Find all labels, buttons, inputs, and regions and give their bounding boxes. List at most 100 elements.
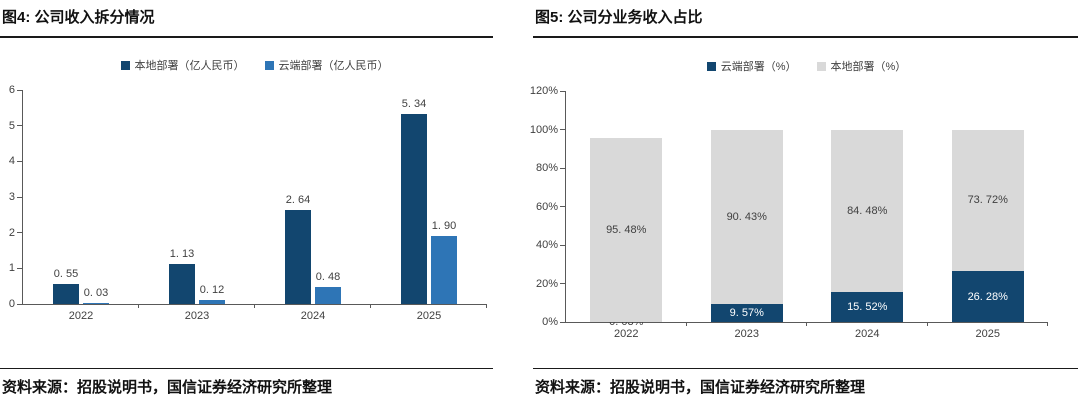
figure4-title-rule [0,36,493,38]
legend-swatch-icon [816,61,826,71]
bar-2022-series1 [83,302,109,304]
legend-label: 云端部署（亿人民币） [278,60,389,72]
y-axis-tick [17,89,22,91]
figure4-title: 图4: 公司收入拆分情况 [2,9,155,26]
x-axis-category-label: 2025 [416,310,442,322]
x-axis-tick [806,322,807,326]
figure5-title: 图5: 公司分业务收入占比 [535,9,703,26]
y-axis-tick-label: 0% [542,316,558,328]
segment-value-label: 26. 28% [967,290,1008,303]
figure5-panel: 图5: 公司分业务收入占比 云端部署（%） 本地部署（%） 0% 20% 40% 60%… [530,0,1080,407]
y-axis-tick-label: 80% [535,162,558,174]
x-axis-tick [926,322,928,326]
stacked-segment-2024-series0 [831,292,904,322]
legend-item-1: 本地部署（%） [816,58,907,74]
bar-2024-series1 [315,286,341,304]
y-axis-tick-label: 20% [535,277,558,290]
y-axis-tick [560,167,565,169]
stacked-segment-2024-series1 [831,129,904,293]
x-axis-tick [486,304,487,308]
segment-value-label: 9. 57% [729,306,764,319]
y-axis-tick [17,303,22,305]
x-axis-category-label: 2022 [68,310,94,322]
y-axis-tick [17,196,22,198]
figure4-legend: 本地部署（亿人民币） 云端部署（亿人民币） [22,58,487,72]
y-axis-tick-label: 1 [8,262,15,275]
bar-value-label: 0. 12 [199,283,225,296]
y-axis-tick [560,321,565,323]
x-axis-category-label: 2023 [734,328,759,340]
y-axis-tick [17,125,22,127]
bar-2025-series0 [401,113,427,304]
x-axis-category-label: 2022 [614,328,639,340]
y-axis-tick-label: 4 [8,155,15,168]
bar-2024-series0 [285,209,311,304]
y-axis-tick [560,206,565,207]
y-axis-tick [560,244,565,246]
segment-value-label: 90. 43% [726,210,767,223]
legend-label: 本地部署（亿人民币） [134,60,245,72]
figure4-panel: 图4: 公司收入拆分情况 本地部署（亿人民币） 云端部署（亿人民币） 0 1 2 3 4 5… [0,0,505,407]
y-axis-tick-label: 60% [535,200,558,213]
y-axis-tick-label: 40% [535,239,558,251]
x-axis-tick [138,304,139,308]
y-axis-tick-label: 120% [529,85,558,97]
figure5-source-note: 资料来源：招股说明书，国信证券经济研究所整理 [535,379,866,396]
x-axis-category-label: 2025 [975,328,1000,340]
y-axis-tick [560,283,565,284]
bar-value-label: 0. 03 [83,286,109,299]
y-axis-tick-label: 6 [8,84,15,96]
segment-value-label: 84. 48% [847,204,888,217]
stacked-segment-2025-series1 [951,129,1024,272]
figure4-source-rule [0,368,493,369]
segment-value-label: 15. 52% [847,301,888,314]
bar-value-label: 0. 55 [53,268,79,281]
figure5-source-rule [533,368,1078,369]
bar-value-label: 5. 34 [401,97,427,110]
figure5-title-rule [533,36,1078,38]
y-axis-tick-label: 100% [529,123,558,136]
legend-label: 本地部署（%） [830,61,907,73]
stacked-segment-2025-series0 [951,271,1024,322]
figure4-source-note: 资料来源：招股说明书，国信证券经济研究所整理 [2,379,333,396]
bar-value-label: 0. 48 [315,270,341,283]
x-axis-tick [1047,322,1048,326]
bar-2023-series1 [199,299,225,304]
y-axis-tick-label: 3 [8,191,15,203]
legend-swatch-icon [706,61,716,71]
bar-value-label: 2. 64 [285,193,311,206]
bar-2025-series1 [431,236,457,304]
y-axis-tick-label: 0 [8,298,15,310]
bar-value-label: 1. 90 [431,220,457,233]
legend-label: 云端部署（%） [720,61,797,73]
x-axis-category-label: 2024 [855,328,880,340]
y-axis-tick-label: 5 [8,119,15,132]
x-axis-category-label: 2023 [184,310,210,322]
legend-item-0: 本地部署（亿人民币） [120,57,245,73]
stacked-segment-2023-series0 [710,303,783,322]
legend-swatch-icon [120,60,130,70]
segment-value-label: 95. 48% [606,224,647,237]
y-axis-tick [560,90,565,92]
bar-2022-series0 [53,284,79,304]
stacked-segment-2022-series1 [590,138,663,322]
bar-2023-series0 [169,263,195,304]
x-axis-tick [254,304,255,308]
legend-item-0: 云端部署（%） [706,58,797,74]
legend-item-1: 云端部署（亿人民币） [264,57,389,73]
legend-swatch-icon [264,60,274,70]
bar-value-label: 1. 13 [169,247,195,260]
y-axis-tick [17,232,22,234]
figure5-legend: 云端部署（%） 本地部署（%） [565,59,1048,73]
y-axis-tick-label: 2 [8,226,15,239]
x-axis-category-label: 2024 [300,310,326,322]
y-axis-tick [560,129,565,130]
y-axis-tick [17,267,22,269]
figure5-plot-area: 0% 20% 40% 60% 80% 100% 120% 2022 2023 2024 2025 0.… [530,85,1048,340]
x-axis-tick [370,304,371,308]
figure4-plot-area: 0 1 2 3 4 5 6 2022 2023 2024 2025 0. 55 0. 03 1. 13 0.… [9,84,487,322]
x-axis-tick [685,322,687,326]
y-axis-tick [17,160,22,162]
segment-value-label: 73. 72% [967,194,1008,207]
